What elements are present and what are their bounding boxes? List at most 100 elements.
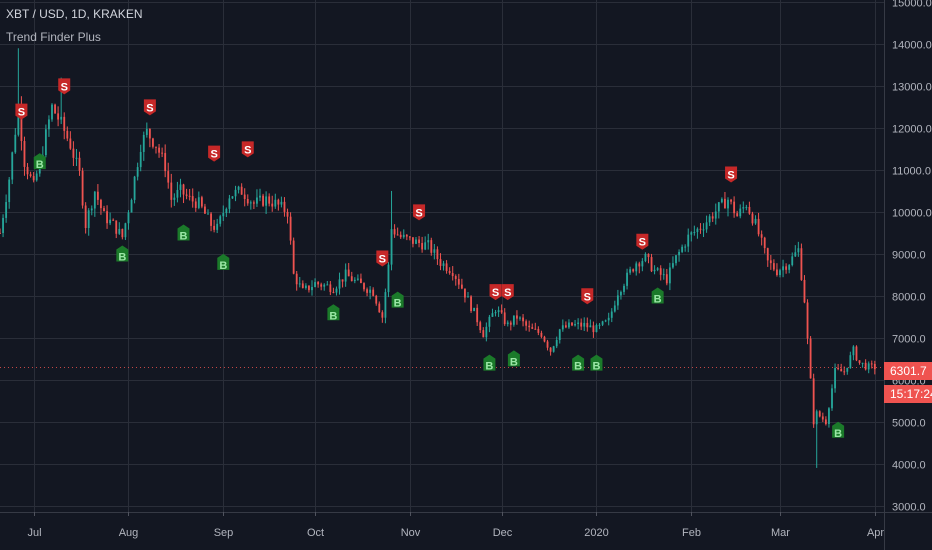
candle-body [647, 253, 650, 258]
candle-body [568, 322, 570, 328]
buy-signal-label: B [485, 361, 493, 373]
candle-body [14, 134, 17, 153]
time-tick-label: Dec [493, 527, 513, 539]
candle-body [659, 268, 662, 275]
candle-body [714, 211, 717, 219]
sell-signal-badge [241, 141, 254, 158]
candle-body [439, 259, 442, 266]
candle-body [717, 202, 720, 212]
candle-body [170, 182, 173, 200]
candle-body [87, 210, 90, 229]
price-tick-label: 9000.0 [892, 250, 926, 262]
candle-body [610, 311, 613, 318]
candle-body [301, 283, 304, 288]
candle-body [173, 197, 176, 200]
candle-body [491, 313, 494, 317]
price-tick-label: 3000.0 [892, 502, 926, 514]
candle-body [338, 279, 341, 289]
price-tick-label: 4000.0 [892, 460, 926, 472]
candle-body [543, 336, 546, 342]
candle-body [35, 173, 38, 181]
candle-body [246, 198, 249, 204]
candle-body [451, 273, 454, 277]
candle-body [158, 147, 160, 153]
sell-signal-badge [581, 288, 594, 305]
candle-body [20, 106, 23, 142]
buy-signal-label: B [654, 293, 662, 305]
candle-body [78, 157, 81, 171]
candle-body [720, 198, 723, 203]
candle-body [681, 246, 684, 252]
candle-body [100, 199, 102, 209]
sell-signal-badge [489, 284, 502, 301]
candle-body [412, 237, 414, 244]
candle-body [849, 355, 852, 368]
candle-body [464, 288, 466, 298]
candle-body [727, 199, 729, 209]
candle-body [96, 191, 99, 200]
time-axis[interactable]: Jul Aug Sep Oct Nov Dec 2020 Feb Mar Apr [0, 512, 932, 539]
candle-body [84, 205, 87, 229]
candle-body [268, 196, 271, 204]
sell-signal-label: S [639, 237, 646, 249]
candle-body [256, 197, 258, 204]
candle-body [252, 202, 255, 204]
candle-body [207, 213, 209, 215]
sell-signal-badge [376, 250, 389, 267]
candle-body [81, 170, 84, 206]
candle-body [44, 129, 47, 156]
sell-signal-badge [413, 204, 426, 221]
candle-body [806, 302, 809, 339]
buy-signal-label: B [180, 231, 188, 243]
candle-body [390, 229, 393, 265]
candle-body [308, 285, 310, 291]
buy-signal-badge [391, 291, 404, 308]
price-axis[interactable]: 15000.0 14000.0 13000.0 12000.0 11000.0 10000… [884, 0, 932, 550]
candle-body [803, 279, 806, 303]
sell-signal-label: S [492, 287, 499, 299]
candle-body [757, 218, 760, 235]
candle-body [136, 167, 139, 177]
buy-signal-badge [507, 350, 520, 367]
candle-body [834, 368, 836, 389]
candle-body [433, 249, 436, 253]
candle-body [369, 289, 372, 293]
candle-body [867, 363, 870, 370]
candle-body [635, 263, 638, 272]
buy-signal-badge [177, 224, 190, 241]
candle-body [23, 141, 26, 167]
candle-body [262, 195, 264, 206]
candle-body [772, 263, 775, 270]
candle-body [512, 315, 515, 325]
candle-body [29, 174, 32, 177]
candle-body [561, 325, 564, 330]
candle-body [274, 199, 277, 207]
time-tick-label: Jul [27, 527, 41, 539]
candle-body [415, 239, 417, 244]
bar-countdown-tag: 15:17:24 [884, 385, 932, 403]
sell-signal-label: S [727, 170, 734, 182]
candle-body [106, 211, 108, 224]
candle-body [534, 328, 537, 330]
candle-body [145, 128, 148, 135]
candle-body [210, 213, 212, 226]
time-tick-label: Oct [307, 527, 324, 539]
time-tick-label: Aug [119, 527, 139, 539]
candle-body [121, 228, 124, 238]
candle-body [130, 199, 133, 213]
candle-body [776, 269, 778, 276]
sell-signal-badge [15, 103, 28, 120]
candle-body [800, 248, 803, 280]
candle-body [280, 201, 283, 205]
candle-body [57, 113, 60, 120]
sell-signal-label: S [18, 107, 25, 119]
candle-body [552, 346, 555, 352]
candle-body [124, 223, 127, 238]
candle-body [473, 307, 476, 312]
candle-body [601, 321, 604, 325]
candle-body [341, 279, 344, 282]
last-price-tag: 6301.7 [884, 362, 932, 380]
candle-body [580, 322, 583, 327]
candle-body [684, 246, 687, 248]
